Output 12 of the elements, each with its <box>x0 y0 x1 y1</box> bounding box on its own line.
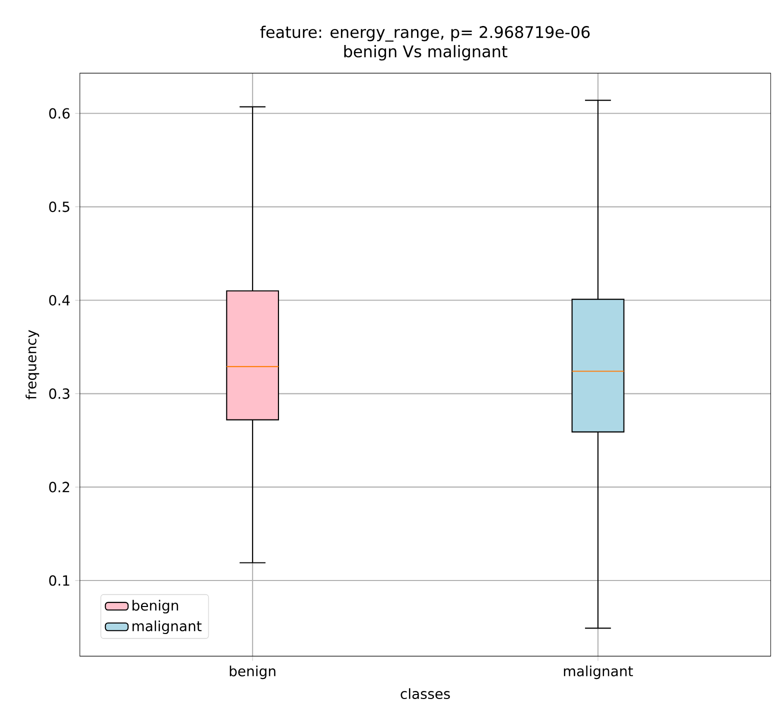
y-tick-label: 0.2 <box>49 482 70 492</box>
y-tick-label: 0.5 <box>49 201 70 212</box>
legend-label: malignant <box>132 620 202 634</box>
legend-label: benign <box>132 600 178 614</box>
y-tick-label: 0.1 <box>49 575 70 586</box>
y-tick-label: 0.3 <box>49 388 70 399</box>
y-axis-title: frequency <box>26 330 40 400</box>
chart-subtitle: benign Vs malignant <box>344 45 508 60</box>
y-tick-label: 0.6 <box>49 108 70 119</box>
chart-title: feature: energy_range, p= 2.968719e-06 <box>260 26 590 42</box>
y-tick-label: 0.4 <box>49 294 70 306</box>
x-axis-title: classes <box>400 688 450 699</box>
